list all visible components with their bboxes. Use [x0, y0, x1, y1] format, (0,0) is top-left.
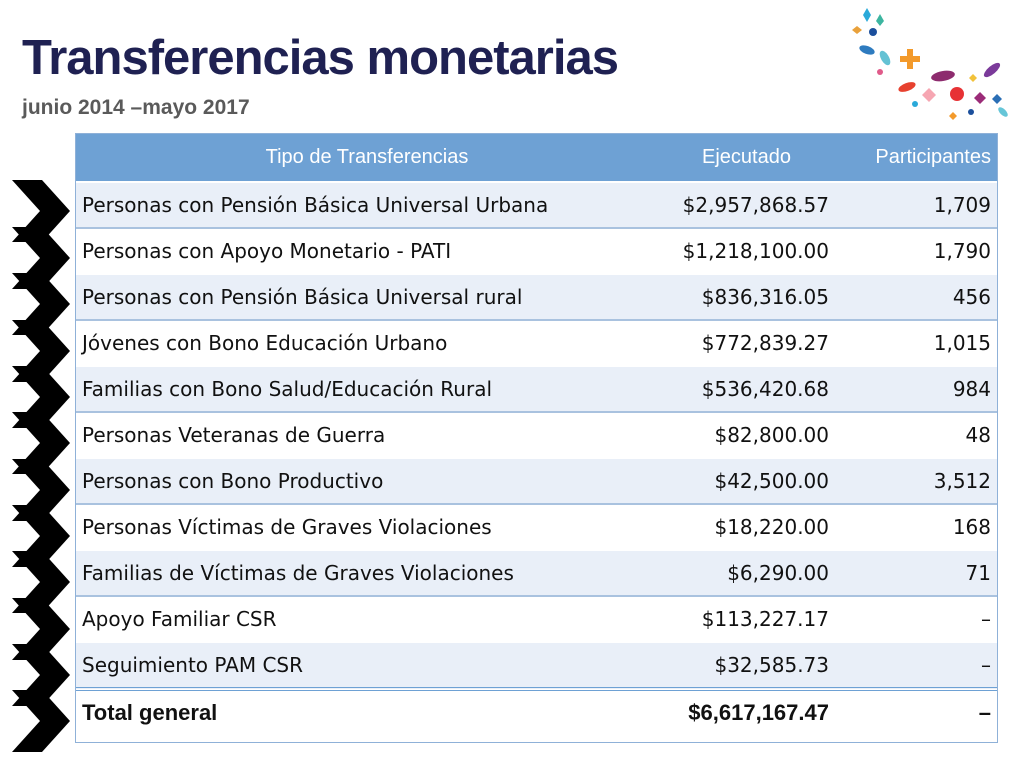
- cell-ejecutado: $772,839.27: [658, 319, 835, 367]
- total-label: Total general: [76, 687, 658, 735]
- cell-tipo: Personas con Pensión Básica Universal ru…: [76, 273, 658, 321]
- chevron-arrow-right-icon: [12, 180, 70, 242]
- cell-tipo: Jóvenes con Bono Educación Urbano: [76, 319, 658, 367]
- table-row: Personas con Bono Productivo $42,500.00 …: [76, 457, 997, 505]
- table-row: Seguimiento PAM CSR $32,585.73 –: [76, 641, 997, 690]
- table-row: Personas con Pensión Básica Universal Ur…: [76, 181, 997, 229]
- table-row: Familias con Bono Salud/Educación Rural …: [76, 365, 997, 413]
- cell-participantes: 71: [835, 549, 997, 597]
- cell-tipo: Apoyo Familiar CSR: [76, 595, 658, 643]
- table-row: Personas con Apoyo Monetario - PATI $1,2…: [76, 227, 997, 275]
- cell-ejecutado: $32,585.73: [658, 641, 835, 690]
- cell-ejecutado: $42,500.00: [658, 457, 835, 505]
- table-row: Personas Veteranas de Guerra $82,800.00 …: [76, 411, 997, 459]
- cell-ejecutado: $113,227.17: [658, 595, 835, 643]
- column-header-tipo: Tipo de Transferencias: [76, 134, 658, 182]
- chevron-arrow-right-icon: [12, 412, 70, 474]
- chevron-arrow-right-icon: [12, 273, 70, 335]
- total-participantes: –: [835, 687, 997, 735]
- cell-ejecutado: $82,800.00: [658, 411, 835, 459]
- cell-ejecutado: $1,218,100.00: [658, 227, 835, 275]
- column-header-participantes: Participantes: [835, 134, 997, 182]
- cell-tipo: Personas con Pensión Básica Universal Ur…: [76, 181, 658, 229]
- cell-ejecutado: $18,220.00: [658, 503, 835, 551]
- cell-participantes: –: [835, 641, 997, 690]
- cell-tipo: Familias con Bono Salud/Educación Rural: [76, 365, 658, 413]
- column-header-ejecutado: Ejecutado: [658, 134, 835, 182]
- page-title: Transferencias monetarias: [22, 31, 619, 85]
- chevron-arrow-right-icon: [12, 551, 70, 613]
- cell-participantes: 1,790: [835, 227, 997, 275]
- total-ejecutado: $6,617,167.47: [658, 687, 835, 735]
- cell-ejecutado: $2,957,868.57: [658, 181, 835, 229]
- cell-tipo: Personas con Bono Productivo: [76, 457, 658, 505]
- cell-participantes: 48: [835, 411, 997, 459]
- cell-tipo: Personas con Apoyo Monetario - PATI: [76, 227, 658, 275]
- table-header-row: Tipo de Transferencias Ejecutado Partici…: [76, 134, 997, 182]
- table-row: Personas con Pensión Básica Universal ru…: [76, 273, 997, 321]
- cell-ejecutado: $836,316.05: [658, 273, 835, 321]
- cell-ejecutado: $6,290.00: [658, 549, 835, 597]
- cell-tipo: Personas Veteranas de Guerra: [76, 411, 658, 459]
- cell-ejecutado: $536,420.68: [658, 365, 835, 413]
- cell-participantes: 3,512: [835, 457, 997, 505]
- transfers-table: Tipo de Transferencias Ejecutado Partici…: [76, 134, 997, 735]
- cell-participantes: 168: [835, 503, 997, 551]
- table-row: Jóvenes con Bono Educación Urbano $772,8…: [76, 319, 997, 367]
- cell-tipo: Personas Víctimas de Graves Violaciones: [76, 503, 658, 551]
- chevron-arrow-right-icon: [12, 690, 70, 752]
- table-row: Personas Víctimas de Graves Violaciones …: [76, 503, 997, 551]
- confetti-decoration: [852, 8, 1008, 120]
- total-row: Total general $6,617,167.47 –: [76, 687, 997, 735]
- cell-participantes: 1,709: [835, 181, 997, 229]
- page-subtitle: junio 2014 –mayo 2017: [22, 96, 250, 119]
- cell-participantes: 456: [835, 273, 997, 321]
- cell-participantes: 984: [835, 365, 997, 413]
- arrow-column: [12, 180, 70, 752]
- table-row: Apoyo Familiar CSR $113,227.17 –: [76, 595, 997, 643]
- cell-tipo: Seguimiento PAM CSR: [76, 641, 658, 690]
- cell-participantes: –: [835, 595, 997, 643]
- table-row: Familias de Víctimas de Graves Violacion…: [76, 549, 997, 597]
- cell-participantes: 1,015: [835, 319, 997, 367]
- cell-tipo: Familias de Víctimas de Graves Violacion…: [76, 549, 658, 597]
